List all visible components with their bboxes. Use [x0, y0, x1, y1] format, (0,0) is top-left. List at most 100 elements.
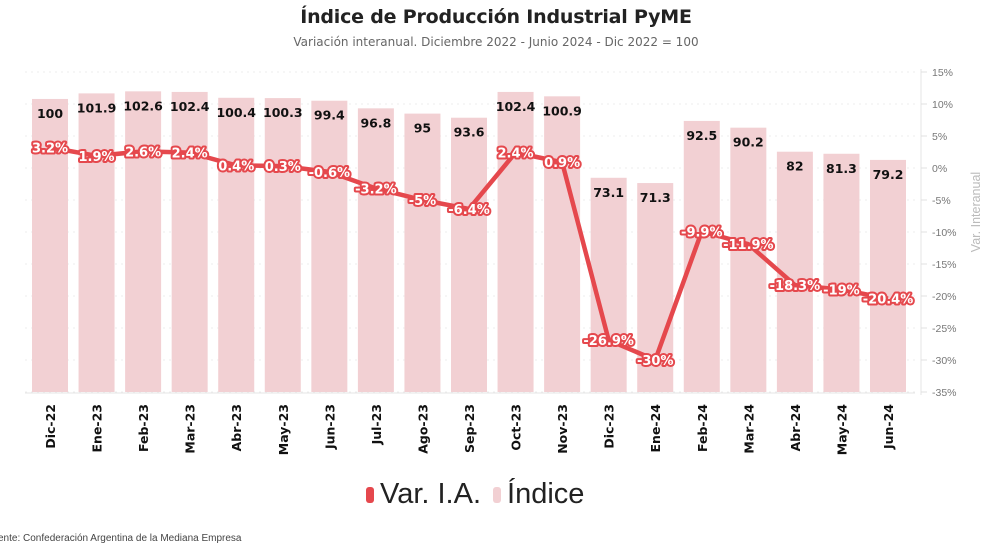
- x-tick-label: May-24: [834, 404, 849, 456]
- bar-label: 82: [786, 159, 803, 174]
- y-tick-label: 0%: [932, 163, 947, 175]
- line-point-label: -11.9%: [723, 238, 774, 253]
- bar-may-24: [823, 153, 860, 392]
- x-tick-label: Oct-23: [509, 404, 524, 451]
- bar-mar-24: [730, 127, 767, 392]
- bar-label: 90.2: [733, 135, 764, 150]
- x-tick-label: Mar-24: [741, 404, 756, 454]
- line-point-label: 2.4%: [172, 147, 208, 162]
- bar-ene-23: [78, 93, 115, 393]
- line-point-label: 0.9%: [544, 156, 580, 171]
- bar-jun-23: [311, 100, 348, 392]
- x-tick-label: May-23: [276, 404, 291, 455]
- chart-plot: 100 101.9 102.6 102.4 100.4 100.3 99.4 96.8 95 93…: [25, 67, 983, 456]
- legend-swatch-indice: [493, 486, 502, 503]
- bar-label: 102.4: [496, 99, 536, 114]
- line-point-label: -20.4%: [863, 293, 914, 308]
- y-tick-label: -5%: [932, 195, 951, 207]
- y-tick-label: 15%: [932, 67, 953, 79]
- x-tick-label: Ago-23: [415, 404, 430, 454]
- bar-may-23: [264, 98, 301, 392]
- x-tick-label: Sep-23: [462, 404, 477, 453]
- line-series-var-ia: [49, 145, 889, 363]
- legend-label-var-ia: Var. I.A.: [380, 478, 482, 510]
- line-var-ia: [49, 145, 889, 363]
- line-point-label: -30%: [637, 354, 674, 369]
- bar-label: 81.3: [826, 161, 857, 176]
- line-point-label: 0.3%: [265, 160, 301, 175]
- line-point-label: -6.4%: [448, 203, 489, 218]
- x-tick-label: Dic-22: [43, 404, 58, 449]
- x-tick-label: Mar-23: [183, 404, 198, 454]
- line-point-label: 2.6%: [125, 145, 161, 160]
- bar-feb-23: [125, 91, 162, 392]
- x-tick-label: Dic-23: [602, 404, 617, 449]
- y-tick-label: 5%: [932, 131, 947, 143]
- y-axis-right: 15% 10% 5% 0% -5% -10% -15% -20% -25% -30% -35% Var…: [920, 67, 983, 399]
- source-note: ente: Confederación Argentina de la Medi…: [0, 533, 242, 544]
- line-point-label: -18.3%: [770, 279, 821, 294]
- bar-feb-24: [683, 120, 720, 392]
- x-tick-label: Jul-23: [369, 404, 384, 445]
- bar-sep-23: [451, 117, 487, 392]
- bar-ago-23: [404, 113, 441, 392]
- legend-label-indice: Índice: [507, 478, 585, 510]
- bar-labels: 100 101.9 102.6 102.4 100.4 100.3 99.4 96.8 95 93…: [37, 98, 903, 205]
- line-point-label: -0.6%: [309, 166, 350, 181]
- y-tick-label: 10%: [932, 99, 953, 111]
- legend-item-indice[interactable]: Índice: [493, 478, 584, 511]
- x-tick-label: Jun-23: [322, 404, 337, 450]
- line-point-label: 1.9%: [79, 150, 115, 165]
- line-point-label: -26.9%: [583, 334, 634, 349]
- bar-label: 100: [37, 106, 63, 121]
- line-point-label: 2.4%: [498, 147, 534, 162]
- x-tick-label: Ene-24: [648, 404, 663, 453]
- bar-label: 95: [414, 121, 431, 136]
- bar-nov-23: [544, 96, 581, 393]
- bar-mar-23: [171, 91, 208, 392]
- y-tick-label: -30%: [932, 355, 957, 367]
- bar-label: 92.5: [686, 128, 717, 143]
- line-point-label: -5%: [409, 194, 436, 209]
- x-tick-label: Ene-23: [90, 404, 105, 453]
- bar-label: 102.6: [123, 98, 163, 113]
- y-axis-title: Var. Interanual: [969, 172, 983, 252]
- bar-dic-23: [590, 177, 627, 392]
- legend-item-var-ia[interactable]: Var. I.A.: [366, 478, 481, 511]
- x-tick-label: Feb-24: [695, 404, 710, 452]
- line-point-label: -3.2%: [355, 182, 396, 197]
- x-tick-label: Nov-23: [555, 404, 570, 454]
- chart-subtitle: Variación interanual. Diciembre 2022 - J…: [293, 35, 699, 49]
- line-point-label: -19%: [823, 284, 860, 299]
- x-tick-label: Jun-24: [881, 404, 896, 450]
- bar-abr-23: [218, 97, 255, 393]
- legend-swatch-var-ia: [366, 486, 374, 503]
- y-tick-label: -10%: [932, 227, 957, 239]
- bar-oct-23: [497, 91, 534, 392]
- bar-label: 100.3: [263, 105, 303, 120]
- legend: Var. I.A. Índice: [366, 478, 596, 511]
- bar-label: 71.3: [640, 190, 671, 205]
- line-point-label: -9.9%: [681, 225, 722, 240]
- y-tick-label: -15%: [932, 259, 957, 271]
- line-point-label: 3.2%: [32, 142, 68, 157]
- line-point-label: 0.4%: [218, 159, 254, 174]
- bar-label: 102.4: [170, 99, 210, 114]
- y-tick-label: -35%: [932, 387, 957, 399]
- line-labels: 3.2% 1.9% 2.6% 2.4% 0.4% 0.3% -0.6% -3.2% -5% -6.…: [30, 140, 915, 371]
- bar-label: 93.6: [454, 125, 485, 140]
- x-tick-label: Abr-24: [788, 404, 803, 452]
- x-tick-label: Feb-23: [136, 404, 151, 452]
- bar-label: 79.2: [873, 167, 904, 182]
- bar-series-indice: [32, 91, 906, 393]
- bar-label: 100.4: [216, 105, 256, 120]
- bar-jul-23: [357, 108, 394, 392]
- bar-jun-24: [870, 159, 906, 392]
- bar-label: 101.9: [77, 100, 117, 115]
- bar-label: 73.1: [593, 185, 624, 200]
- x-tick-label: Abr-23: [229, 404, 244, 451]
- bar-label: 96.8: [360, 115, 391, 130]
- bar-label: 100.9: [542, 103, 582, 118]
- y-tick-label: -20%: [932, 291, 957, 303]
- y-tick-label: -25%: [932, 323, 957, 335]
